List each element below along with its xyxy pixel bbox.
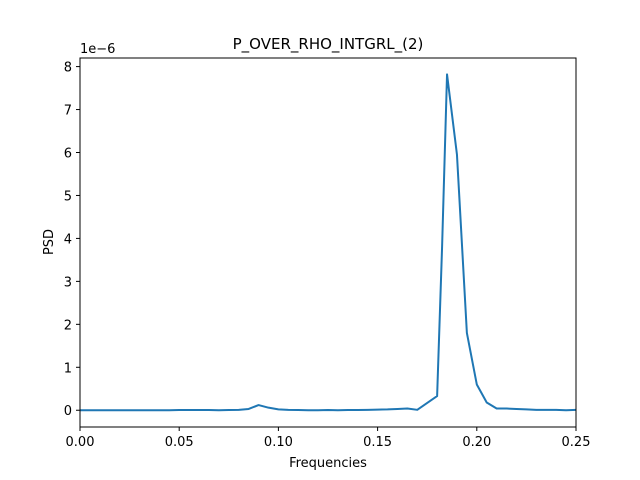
x-tick-label: 0.00 <box>66 435 95 450</box>
y-tick-label: 3 <box>64 275 72 290</box>
y-tick-label: 7 <box>64 104 72 119</box>
y-axis-label: PSD <box>42 229 57 255</box>
y-scale-label: 1e−6 <box>80 42 115 57</box>
y-tick-label: 0 <box>64 404 72 419</box>
series-layer <box>80 73 577 412</box>
x-axis: 0.00 0.05 0.10 0.15 0.20 0.25 <box>66 427 591 450</box>
y-tick-label: 4 <box>64 232 72 247</box>
chart-title: P_OVER_RHO_INTGRL_(2) <box>233 35 424 54</box>
y-tick-label: 8 <box>64 61 72 76</box>
series-line <box>80 73 577 412</box>
y-axis: 0 1 2 3 4 5 6 7 8 <box>64 61 80 419</box>
plot-frame <box>79 57 577 428</box>
x-tick-label: 0.20 <box>462 435 491 450</box>
x-tick-label: 0.10 <box>264 435 293 450</box>
y-tick-label: 5 <box>64 189 72 204</box>
x-tick-label: 0.05 <box>165 435 194 450</box>
y-tick-label: 6 <box>64 147 72 162</box>
x-tick-label: 0.25 <box>562 435 591 450</box>
x-axis-label: Frequencies <box>289 456 367 471</box>
y-tick-label: 2 <box>64 318 72 333</box>
plot-area <box>79 57 577 428</box>
y-tick-label: 1 <box>64 361 72 376</box>
x-tick-label: 0.15 <box>363 435 392 450</box>
